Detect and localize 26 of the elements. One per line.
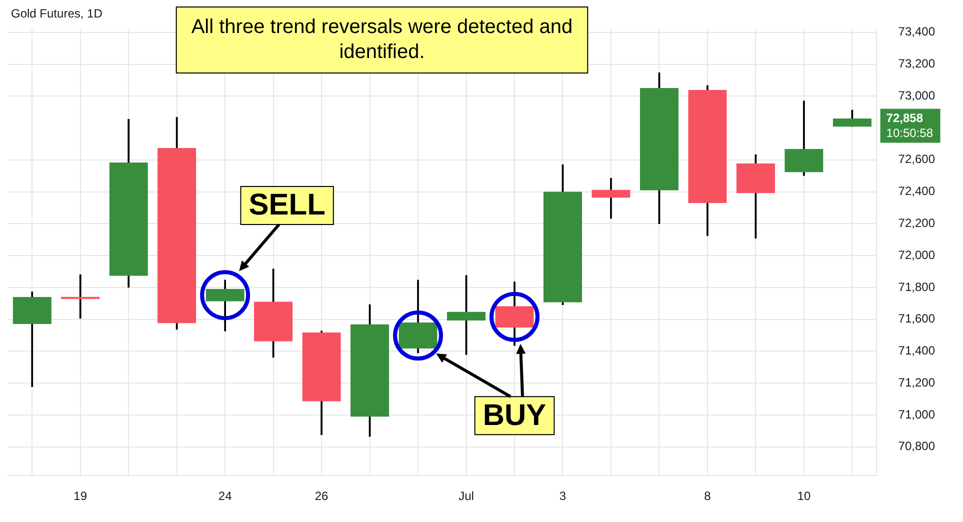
y-tick-label: 72,400 [898,184,936,198]
y-tick-label: 73,200 [898,56,936,71]
chart-title: Gold Futures, 1D [11,6,103,20]
text: 72,858 [886,111,924,126]
y-tick-label: 73,000 [898,88,936,102]
x-tick-label: 3 [559,489,566,504]
y-tick-label: 72,000 [898,248,936,262]
y-tick-label: 71,800 [898,280,936,294]
x-tick-label: 24 [218,489,232,504]
y-tick-label: 73,400 [898,24,936,39]
y-tick-label: 70,800 [898,439,936,454]
x-tick-label: 10 [797,489,811,504]
x-tick-label: 26 [314,489,329,504]
x-tick-label: 8 [704,489,712,504]
y-tick-label: 71,400 [898,344,936,358]
y-tick-label: 71,000 [898,407,936,422]
y-tick-label: 71,600 [898,312,936,326]
y-tick-label: 71,200 [898,375,936,390]
x-tick-label: Jul [458,489,474,504]
y-tick-label: 72,600 [898,152,936,166]
annotation: All three trend reversals were detected and identified. [191,16,573,64]
annotation: SELL [248,188,326,222]
x-tick-label: 19 [74,489,88,504]
y-tick-label: 72,200 [898,216,936,230]
text: 10:50:58 [886,126,934,140]
annotation: BUY [482,398,546,432]
